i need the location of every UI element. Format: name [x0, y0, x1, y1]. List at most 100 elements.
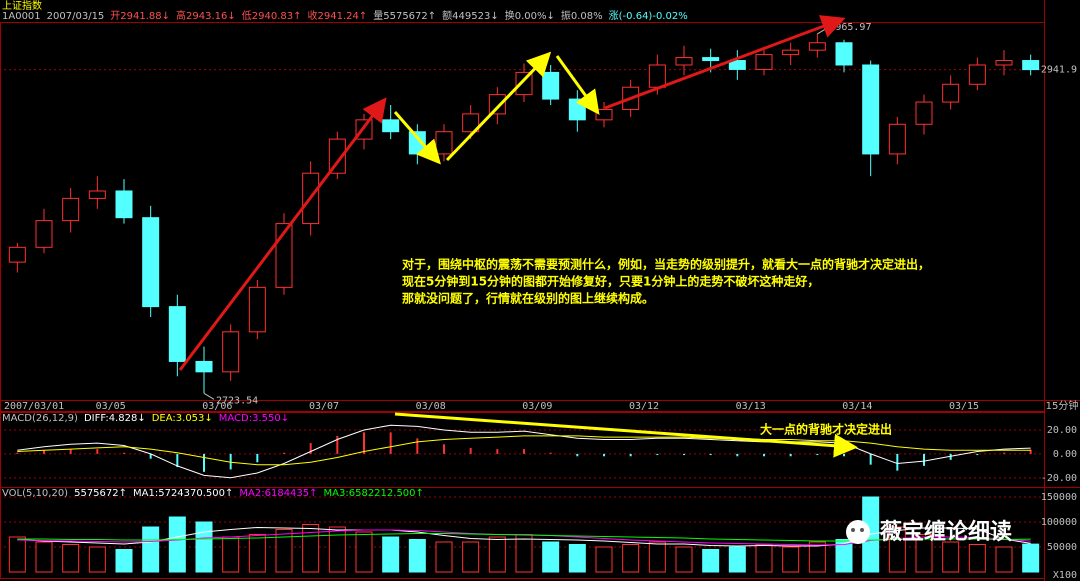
- info-item: 换0.00%↓: [505, 9, 555, 22]
- info-item: MA1:5724370.500↑: [133, 488, 233, 499]
- info-item: MA2:6184435↑: [239, 488, 317, 499]
- candle-body: [88, 190, 106, 199]
- y-tick-label: -20.00: [1041, 473, 1077, 484]
- candle-body: [995, 60, 1013, 66]
- volume-bar: [488, 536, 506, 573]
- trend-arrows: [178, 15, 858, 458]
- candle-body: [142, 217, 160, 308]
- candle-body: [568, 98, 586, 121]
- candle-body: [808, 42, 826, 51]
- x-tick-label: 03/07: [309, 401, 339, 412]
- max-label: 2965.97: [829, 22, 871, 33]
- candle-body: [942, 83, 960, 103]
- candle-body: [8, 246, 26, 263]
- x-tick-label: 2007/03/01: [4, 401, 64, 412]
- y-tick-label: 0.00: [1053, 449, 1077, 460]
- candle-body: [728, 60, 746, 70]
- info-item: 高2943.16↓: [176, 9, 236, 22]
- candle-body: [542, 71, 560, 100]
- y-tick-label: 2941.9: [1041, 65, 1077, 76]
- candle-body: [782, 49, 800, 56]
- volume-bar: [515, 534, 533, 573]
- volume-bar: [942, 541, 960, 573]
- candle-body: [515, 71, 533, 96]
- x-tick-label: 03/15: [949, 401, 979, 412]
- annotation: 那就没问题了，行情就在级别的图上继续构成。: [402, 291, 654, 306]
- candle-body: [222, 331, 240, 373]
- chart-title: 上证指数: [2, 0, 42, 12]
- plot: 1A0001 2007/03/15 开2941.88↓ 高2943.16↓ 低2940.…: [2, 9, 1078, 581]
- volume-bar: [142, 526, 160, 573]
- x-tick-label: 03/14: [842, 401, 872, 412]
- macd-line: [17, 424, 1031, 479]
- min-label: 2723.54: [216, 395, 258, 406]
- annotation: 现在5分钟到15分钟的图都开始修复好，只要1分钟上的走势不破坏这种走好，: [402, 274, 819, 289]
- volume-bar: [328, 526, 346, 573]
- info-item: 收2941.24↑: [308, 9, 368, 22]
- volume-bar: [248, 534, 266, 573]
- volume-bar: [808, 541, 826, 573]
- volume-bar: [35, 541, 53, 573]
- volume-bar: [302, 524, 320, 573]
- volume-bar: [595, 546, 613, 573]
- volume-bar: [408, 539, 426, 573]
- volume-bar: [275, 529, 293, 573]
- min-marker: [203, 392, 215, 400]
- candle-body: [1022, 60, 1040, 71]
- x-tick-label: 03/06: [202, 401, 232, 412]
- volume-bar: [702, 549, 720, 573]
- x-tick-label: 03/09: [522, 401, 552, 412]
- candle-body: [328, 138, 346, 174]
- volume-bar: [62, 544, 80, 573]
- volume-bar: [355, 531, 373, 573]
- info-item: 振0.08%: [561, 9, 603, 22]
- volume-bar: [675, 546, 693, 573]
- macd-line: [17, 435, 1031, 466]
- watermark-text: 薇宝缠论细读: [880, 519, 1012, 545]
- volume-bar: [168, 516, 186, 573]
- y-tick-label: 150000: [1041, 492, 1077, 503]
- unit-label: X100: [1053, 570, 1077, 581]
- candle-body: [675, 57, 693, 66]
- volume-bar: [8, 536, 26, 573]
- info-item: 涨(-0.64)-0.02%: [609, 10, 688, 22]
- candle-body: [968, 64, 986, 85]
- candle-body: [648, 64, 666, 88]
- volume-bar: [462, 541, 480, 573]
- y-tick-label: 50000: [1047, 542, 1077, 553]
- candle-body: [835, 42, 853, 66]
- candle-body: [595, 108, 613, 121]
- x-tick-label: 03/05: [96, 401, 126, 412]
- candle-body: [435, 131, 453, 155]
- volume-bar: [1022, 543, 1040, 573]
- info-item: 额449523↓: [442, 9, 499, 22]
- info-item: 量5575672↑: [373, 10, 436, 22]
- candle-body: [168, 306, 186, 362]
- info-item: DIFF:4.828↓: [84, 413, 146, 424]
- candle-body: [115, 190, 133, 219]
- candle-body: [462, 113, 480, 133]
- candle-body: [488, 94, 506, 115]
- candle-body: [888, 123, 906, 155]
- volume-bar: [915, 534, 933, 573]
- volume-bar: [728, 546, 746, 573]
- candle-body: [382, 119, 400, 133]
- candle-body: [862, 64, 880, 155]
- info-item: MA3:6582212.500↑: [324, 488, 424, 499]
- candle-body: [248, 286, 266, 333]
- info-item: 开2941.88↓: [110, 11, 170, 22]
- x-unit-label: 15分钟: [1046, 399, 1079, 412]
- volume-bar: [995, 546, 1013, 573]
- volume-bar: [382, 536, 400, 573]
- annotation: 大一点的背驰才决定进出: [760, 422, 892, 437]
- volume-bar: [542, 541, 560, 573]
- info-item: VOL(5,10,20): [2, 488, 68, 499]
- volume-bar: [435, 541, 453, 573]
- x-tick-label: 03/08: [416, 401, 446, 412]
- candle-body: [195, 360, 213, 373]
- volume-bar: [115, 549, 133, 573]
- candle-body: [702, 57, 720, 62]
